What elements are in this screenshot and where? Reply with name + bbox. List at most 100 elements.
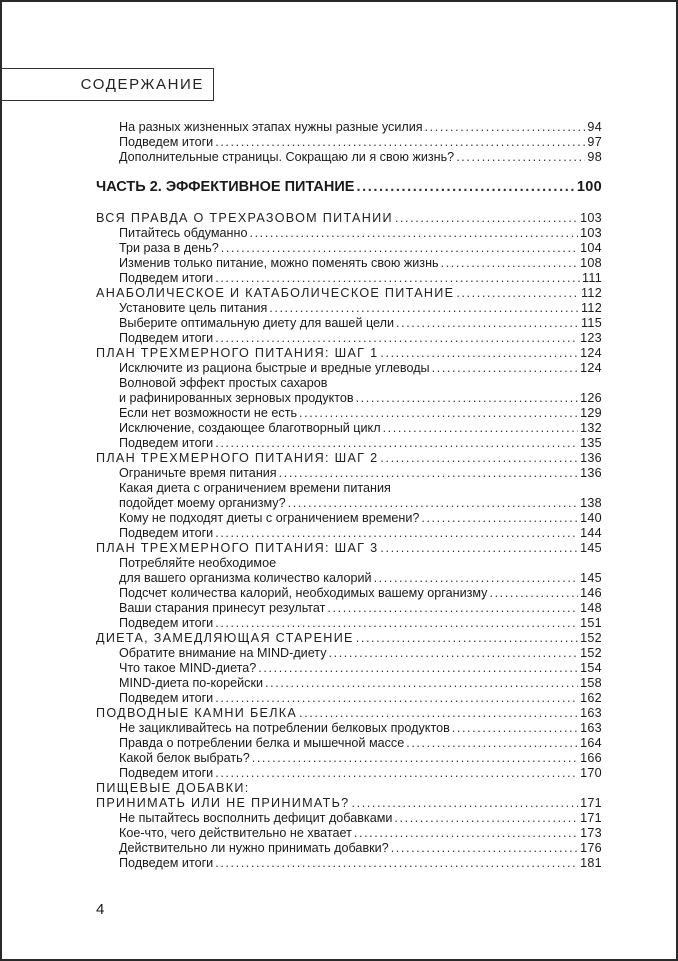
entry-title: Что такое MIND-диета?: [119, 661, 257, 675]
toc-entry[interactable]: Ограничьте время питания 136: [96, 466, 602, 481]
toc-entry[interactable]: Установите цель питания 112: [96, 301, 602, 316]
toc-entry[interactable]: Подведем итоги 170: [96, 766, 602, 781]
toc-entry[interactable]: Подведем итоги 162: [96, 691, 602, 706]
toc-entry[interactable]: Исключите из рациона быстрые и вредные у…: [96, 361, 602, 376]
entry-title: Исключение, создающее благотворный цикл: [119, 421, 381, 435]
toc-entry[interactable]: Дополнительные страницы. Сокращаю ли я с…: [96, 150, 602, 165]
toc-chapter-entry[interactable]: ПЛАН ТРЕХМЕРНОГО ПИТАНИЯ: ШАГ 2 136: [96, 451, 602, 466]
toc-entry[interactable]: Подведем итоги 151: [96, 616, 602, 631]
toc-entry[interactable]: Какой белок выбрать? 166: [96, 751, 602, 766]
toc-entry[interactable]: Какая диета с ограничением времени питан…: [96, 481, 602, 496]
entry-title: ПОДВОДНЫЕ КАМНИ БЕЛКА: [96, 706, 298, 720]
dot-leader: [421, 511, 578, 526]
entry-title: Какой белок выбрать?: [119, 751, 250, 765]
toc-entry[interactable]: Если нет возможности не есть 129: [96, 406, 602, 421]
entry-page-number: 132: [580, 421, 602, 435]
toc-entry[interactable]: Выберите оптимальную диету для вашей цел…: [96, 316, 602, 331]
entry-title: Дополнительные страницы. Сокращаю ли я с…: [119, 150, 455, 164]
toc-chapter-entry[interactable]: ПЛАН ТРЕХМЕРНОГО ПИТАНИЯ: ШАГ 1 124: [96, 346, 602, 361]
toc-entry[interactable]: Обратите внимание на MIND-диету 152: [96, 646, 602, 661]
toc-entry[interactable]: Подведем итоги 123: [96, 331, 602, 346]
entry-title: Какая диета с ограничением времени питан…: [119, 481, 391, 495]
toc-entry[interactable]: Изменив только питание, можно поменять с…: [96, 256, 602, 271]
toc-list: ВСЯ ПРАВДА О ТРЕХРАЗОВОМ ПИТАНИИ103Питай…: [96, 211, 602, 871]
entry-title: ВСЯ ПРАВДА О ТРЕХРАЗОВОМ ПИТАНИИ: [96, 211, 393, 225]
toc-entry[interactable]: Кое-что, чего действительно не хватает 17…: [96, 826, 602, 841]
dot-leader: [252, 751, 578, 766]
toc-entry[interactable]: Ваши старания принесут результат 148: [96, 601, 602, 616]
toc-entry[interactable]: Не пытайтесь восполнить дефицит добавкам…: [96, 811, 602, 826]
entry-title: и рафинированных зерновых продуктов: [119, 391, 354, 405]
toc-entry[interactable]: для вашего организма количество калорий 1…: [96, 571, 602, 586]
dot-leader: [452, 721, 578, 736]
dot-leader: [288, 496, 578, 511]
dot-leader: [215, 616, 578, 631]
toc-chapter-entry[interactable]: ДИЕТА, ЗАМЕДЛЯЮЩАЯ СТАРЕНИЕ 152: [96, 631, 602, 646]
entry-page-number: 171: [580, 811, 602, 825]
entry-page-number: 145: [580, 541, 602, 555]
toc-entry[interactable]: Волновой эффект простых сахаров: [96, 376, 602, 391]
toc-entry[interactable]: Исключение, создающее благотворный цикл 1…: [96, 421, 602, 436]
toc-entry[interactable]: Что такое MIND-диета? 154: [96, 661, 602, 676]
entry-page-number: 166: [580, 751, 602, 765]
dot-leader: [356, 631, 578, 646]
toc-entry[interactable]: Правда о потреблении белка и мышечной ма…: [96, 736, 602, 751]
toc-entry[interactable]: Кому не подходят диеты с ограничением вр…: [96, 511, 602, 526]
entry-page-number: 140: [580, 511, 602, 525]
entry-page-number: 98: [587, 150, 602, 164]
dot-leader: [269, 301, 579, 316]
toc-entry[interactable]: Подведем итоги 135: [96, 436, 602, 451]
dot-leader: [383, 421, 579, 436]
toc-entry[interactable]: Не зацикливайтесь на потреблении белковы…: [96, 721, 602, 736]
entry-page-number: 124: [580, 361, 602, 375]
entry-page-number: 112: [581, 286, 602, 300]
toc-chapter-entry[interactable]: ВСЯ ПРАВДА О ТРЕХРАЗОВОМ ПИТАНИИ 103: [96, 211, 602, 226]
dot-leader: [249, 226, 578, 241]
entry-title: Потребляйте необходимое: [119, 556, 277, 570]
entry-title: Правда о потреблении белка и мышечной ма…: [119, 736, 405, 750]
toc-entry[interactable]: Подсчет количества калорий, необходимых …: [96, 586, 602, 601]
dot-leader: [258, 661, 578, 676]
toc-part-heading: ЧАСТЬ 2. ЭФФЕКТИВНОЕ ПИТАНИЕ 100: [96, 177, 602, 197]
toc-chapter-entry[interactable]: АНАБОЛИЧЕСКОЕ И КАТАБОЛИЧЕСКОЕ ПИТАНИЕ 11…: [96, 286, 602, 301]
entry-title: Подведем итоги: [119, 271, 214, 285]
entry-title: Подведем итоги: [119, 526, 214, 540]
toc-entry[interactable]: Потребляйте необходимое: [96, 556, 602, 571]
entry-page-number: 111: [581, 271, 602, 285]
entry-title: ПЛАН ТРЕХМЕРНОГО ПИТАНИЯ: ШАГ 2: [96, 451, 379, 465]
entry-page-number: 152: [580, 646, 602, 660]
toc-entry[interactable]: Питайтесь обдуманно 103: [96, 226, 602, 241]
entry-page-number: 126: [580, 391, 602, 405]
entry-title: На разных жизненных этапах нужны разные …: [119, 120, 423, 134]
toc-part-entry[interactable]: ЧАСТЬ 2. ЭФФЕКТИВНОЕ ПИТАНИЕ 100: [96, 177, 602, 197]
entry-page-number: 123: [580, 331, 602, 345]
entry-title: Изменив только питание, можно поменять с…: [119, 256, 439, 270]
entry-page-number: 104: [580, 241, 602, 255]
toc-chapter-entry[interactable]: ПОДВОДНЫЕ КАМНИ БЕЛКА 163: [96, 706, 602, 721]
toc-entry[interactable]: Подведем итоги 181: [96, 856, 602, 871]
entry-page-number: 171: [580, 796, 602, 810]
page-number: 4: [96, 901, 105, 918]
toc-entry[interactable]: Подведем итоги 144: [96, 526, 602, 541]
toc-chapter-entry[interactable]: ПРИНИМАТЬ ИЛИ НЕ ПРИНИМАТЬ? 171: [96, 796, 602, 811]
entry-page-number: 112: [581, 301, 602, 315]
toc-entry[interactable]: Подведем итоги 111: [96, 271, 602, 286]
dot-leader: [432, 361, 578, 376]
entry-title: ПРИНИМАТЬ ИЛИ НЕ ПРИНИМАТЬ?: [96, 796, 350, 810]
entry-page-number: 136: [580, 466, 602, 480]
toc-chapter-entry[interactable]: ПЛАН ТРЕХМЕРНОГО ПИТАНИЯ: ШАГ 3 145: [96, 541, 602, 556]
toc-entry[interactable]: На разных жизненных этапах нужны разные …: [96, 120, 602, 135]
dot-leader: [425, 120, 586, 135]
toc-chapter-entry[interactable]: ПИЩЕВЫЕ ДОБАВКИ:: [96, 781, 602, 796]
toc-entry[interactable]: подойдет моему организму? 138: [96, 496, 602, 511]
toc-entry[interactable]: Подведем итоги 97: [96, 135, 602, 150]
toc-entry[interactable]: Три раза в день? 104: [96, 241, 602, 256]
dot-leader: [396, 316, 579, 331]
entry-page-number: 145: [580, 571, 602, 585]
toc-entry[interactable]: MIND-диета по-корейски 158: [96, 676, 602, 691]
entry-title: MIND-диета по-корейски: [119, 676, 264, 690]
entry-title: Ваши старания принесут результат: [119, 601, 326, 615]
toc-entry[interactable]: Действительно ли нужно принимать добавки…: [96, 841, 602, 856]
toc-entry[interactable]: и рафинированных зерновых продуктов 126: [96, 391, 602, 406]
dot-leader: [299, 706, 578, 721]
